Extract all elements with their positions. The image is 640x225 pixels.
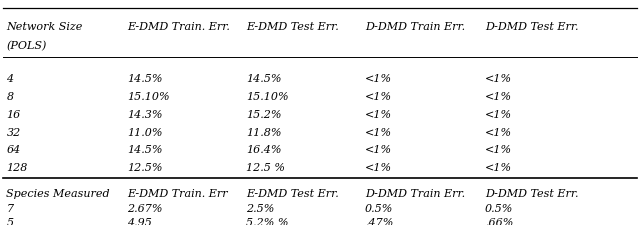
Text: <1%: <1% <box>485 110 512 120</box>
Text: <1%: <1% <box>485 128 512 138</box>
Text: 0.5%: 0.5% <box>365 204 393 214</box>
Text: 64: 64 <box>6 145 20 155</box>
Text: .47%: .47% <box>365 218 393 225</box>
Text: E-DMD Test Err.: E-DMD Test Err. <box>246 22 339 32</box>
Text: 2.5%: 2.5% <box>246 204 275 214</box>
Text: 8: 8 <box>6 92 13 102</box>
Text: <1%: <1% <box>365 163 392 173</box>
Text: 14.3%: 14.3% <box>127 110 162 120</box>
Text: 11.0%: 11.0% <box>127 128 162 138</box>
Text: <1%: <1% <box>365 92 392 102</box>
Text: 2.67%: 2.67% <box>127 204 162 214</box>
Text: 12.5%: 12.5% <box>127 163 162 173</box>
Text: 12.5 %: 12.5 % <box>246 163 285 173</box>
Text: (POLS): (POLS) <box>6 40 47 51</box>
Text: <1%: <1% <box>365 110 392 120</box>
Text: <1%: <1% <box>485 163 512 173</box>
Text: <1%: <1% <box>485 74 512 84</box>
Text: 14.5%: 14.5% <box>127 145 162 155</box>
Text: 4.95: 4.95 <box>127 218 152 225</box>
Text: .66%: .66% <box>485 218 513 225</box>
Text: 11.8%: 11.8% <box>246 128 282 138</box>
Text: E-DMD Train. Err.: E-DMD Train. Err. <box>127 22 230 32</box>
Text: 4: 4 <box>6 74 13 84</box>
Text: 15.10%: 15.10% <box>127 92 170 102</box>
Text: 14.5%: 14.5% <box>246 74 282 84</box>
Text: 16.4%: 16.4% <box>246 145 282 155</box>
Text: 15.2%: 15.2% <box>246 110 282 120</box>
Text: 0.5%: 0.5% <box>485 204 513 214</box>
Text: <1%: <1% <box>365 145 392 155</box>
Text: D-DMD Train Err.: D-DMD Train Err. <box>365 22 465 32</box>
Text: 7: 7 <box>6 204 13 214</box>
Text: D-DMD Test Err.: D-DMD Test Err. <box>485 189 579 199</box>
Text: 14.5%: 14.5% <box>127 74 162 84</box>
Text: 32: 32 <box>6 128 20 138</box>
Text: <1%: <1% <box>485 92 512 102</box>
Text: Species Measured: Species Measured <box>6 189 110 199</box>
Text: <1%: <1% <box>485 145 512 155</box>
Text: <1%: <1% <box>365 74 392 84</box>
Text: Network Size: Network Size <box>6 22 83 32</box>
Text: <1%: <1% <box>365 128 392 138</box>
Text: 16: 16 <box>6 110 20 120</box>
Text: 15.10%: 15.10% <box>246 92 289 102</box>
Text: E-DMD Test Err.: E-DMD Test Err. <box>246 189 339 199</box>
Text: D-DMD Train Err.: D-DMD Train Err. <box>365 189 465 199</box>
Text: E-DMD Train. Err: E-DMD Train. Err <box>127 189 227 199</box>
Text: 5: 5 <box>6 218 13 225</box>
Text: D-DMD Test Err.: D-DMD Test Err. <box>485 22 579 32</box>
Text: 128: 128 <box>6 163 28 173</box>
Text: 5.2% %: 5.2% % <box>246 218 289 225</box>
